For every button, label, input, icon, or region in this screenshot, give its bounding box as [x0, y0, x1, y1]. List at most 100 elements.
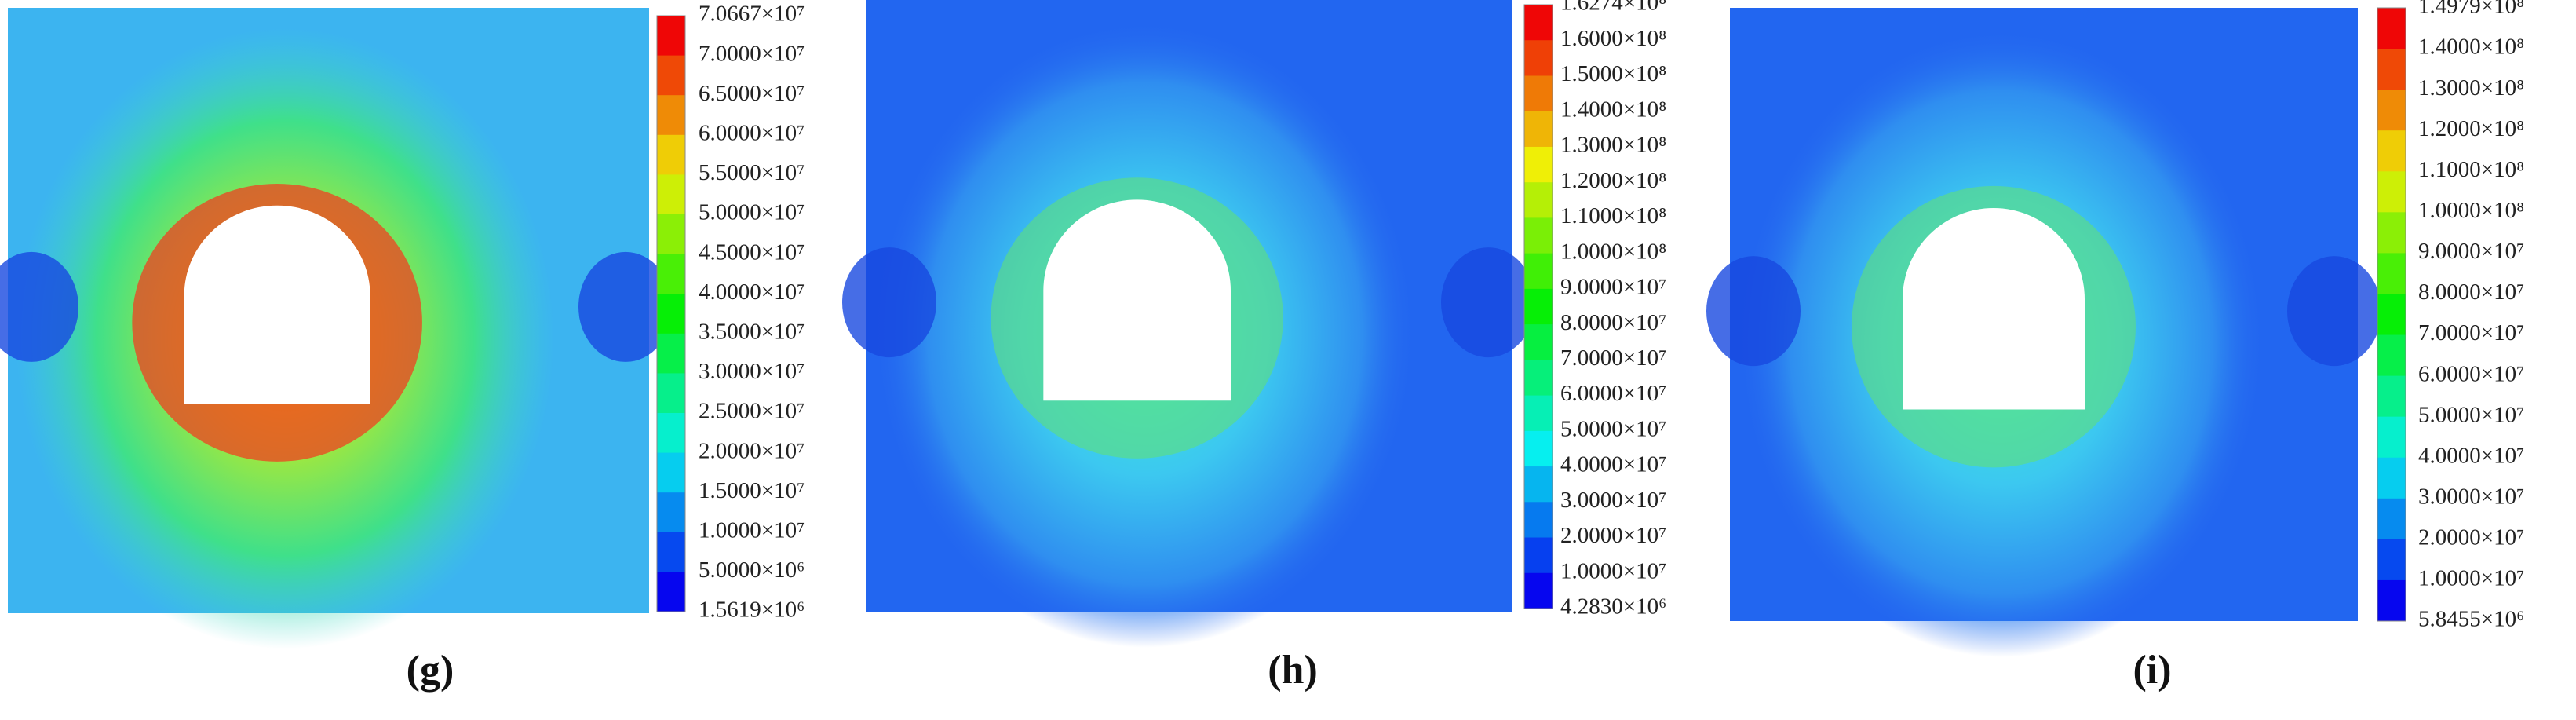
- colorbar-segment: [657, 134, 685, 175]
- tunnel-opening: [184, 205, 370, 405]
- panel-label: (i): [2133, 648, 2171, 693]
- colorbar-segment: [657, 294, 685, 334]
- colorbar-label: 6.0000×10⁷: [699, 120, 805, 145]
- colorbar-segment: [1524, 395, 1553, 432]
- colorbar-segment: [1524, 40, 1553, 76]
- colorbar-segment: [657, 214, 685, 255]
- colorbar-segment: [2377, 498, 2406, 540]
- colorbar-segment: [2377, 8, 2406, 49]
- colorbar-label: 1.4000×10⁸: [2418, 35, 2524, 60]
- colorbar-segment: [1524, 537, 1553, 574]
- colorbar-frame: [1523, 4, 1553, 609]
- colorbar-label: 7.0000×10⁷: [699, 41, 805, 66]
- side-zone: [578, 251, 673, 362]
- colorbar-label: 1.0000×10⁷: [2418, 566, 2524, 591]
- colorbar-label: 3.0000×10⁷: [2418, 484, 2524, 509]
- colorbar-label: 6.5000×10⁷: [699, 81, 805, 106]
- colorbar-label: 1.4979×10⁸: [2418, 0, 2524, 19]
- colorbar-label: 1.5000×10⁸: [1560, 61, 1666, 86]
- colorbar-label: 7.0667×10⁷: [699, 2, 805, 27]
- colorbar-label: 2.0000×10⁷: [699, 438, 805, 463]
- colorbar-segment: [1524, 572, 1553, 609]
- side-zone: [842, 247, 936, 358]
- colorbar-label: 1.6000×10⁸: [1560, 26, 1666, 51]
- colorbar-label: 1.0000×10⁷: [699, 517, 805, 543]
- colorbar-segment: [2377, 49, 2406, 90]
- colorbar-label: 3.0000×10⁷: [1560, 488, 1666, 513]
- colorbar-label: 4.5000×10⁷: [699, 239, 805, 265]
- colorbar-label: 5.0000×10⁷: [699, 200, 805, 225]
- colorbar-label: 1.5619×10⁶: [699, 598, 805, 623]
- colorbar-label: 1.2000×10⁸: [2418, 116, 2524, 141]
- colorbar-label: 8.0000×10⁷: [1560, 310, 1666, 335]
- colorbar-label: 1.5000×10⁷: [699, 478, 805, 503]
- colorbar-segment: [2377, 294, 2406, 336]
- colorbar-label: 5.0000×10⁷: [1560, 416, 1666, 441]
- colorbar-label: 2.0000×10⁷: [1560, 523, 1666, 548]
- colorbar-label: 7.0000×10⁷: [1560, 345, 1666, 371]
- colorbar-label: 3.5000×10⁷: [699, 319, 805, 344]
- colorbar-segment: [2377, 171, 2406, 213]
- panel-label: (g): [407, 648, 454, 693]
- colorbar-frame: [656, 15, 686, 612]
- colorbar-segment: [2377, 416, 2406, 459]
- colorbar-segment: [657, 492, 685, 533]
- colorbar-label: 9.0000×10⁷: [2418, 239, 2524, 264]
- colorbar-label: 1.3000×10⁸: [2418, 75, 2524, 101]
- colorbar-segment: [657, 16, 685, 57]
- colorbar-label: 4.0000×10⁷: [699, 280, 805, 305]
- colorbar-label: 1.6274×10⁸: [1560, 0, 1666, 16]
- colorbar-label: 1.4000×10⁸: [1560, 97, 1666, 122]
- colorbar-segment: [657, 572, 685, 612]
- side-zone: [1706, 256, 1801, 367]
- colorbar-segment: [657, 95, 685, 136]
- colorbar-segment: [1524, 466, 1553, 503]
- colorbar-segment: [1524, 253, 1553, 290]
- colorbar-segment: [657, 174, 685, 215]
- colorbar-label: 4.0000×10⁷: [2418, 443, 2524, 468]
- colorbar-segment: [1524, 111, 1553, 148]
- colorbar-segment: [1524, 75, 1553, 112]
- colorbar-label: 8.0000×10⁷: [2418, 280, 2524, 305]
- colorbar-label: 1.0000×10⁸: [1560, 239, 1666, 264]
- colorbar-segment: [657, 413, 685, 454]
- colorbar-segment: [1524, 324, 1553, 360]
- colorbar-label: 6.0000×10⁷: [2418, 361, 2524, 386]
- tunnel-opening: [1903, 208, 2085, 410]
- colorbar-segment: [1524, 360, 1553, 397]
- colorbar-label: 1.1000×10⁸: [1560, 203, 1666, 228]
- colorbar-label: 9.0000×10⁷: [1560, 275, 1666, 300]
- colorbar-label: 1.3000×10⁸: [1560, 133, 1666, 158]
- colorbar-segment: [2377, 90, 2406, 131]
- colorbar-segment: [657, 254, 685, 294]
- colorbar-label: 5.0000×10⁷: [2418, 402, 2524, 427]
- colorbar-segment: [1524, 288, 1553, 325]
- colorbar-label: 2.0000×10⁷: [2418, 525, 2524, 550]
- colorbar-segment: [657, 373, 685, 414]
- colorbar-segment: [2377, 334, 2406, 377]
- side-zone: [0, 251, 78, 362]
- colorbar-segment: [2377, 253, 2406, 294]
- colorbar-segment: [1524, 146, 1553, 183]
- colorbar-label: 4.0000×10⁷: [1560, 452, 1666, 477]
- colorbar-segment: [2377, 579, 2406, 622]
- contour-plot: [842, 0, 1535, 648]
- side-zone: [2287, 256, 2381, 367]
- contour-plot: [0, 8, 673, 649]
- colorbar-label: 1.0000×10⁸: [2418, 198, 2524, 223]
- colorbar-label: 7.0000×10⁷: [2418, 320, 2524, 345]
- colorbar-segment: [1524, 182, 1553, 218]
- side-zone: [1441, 247, 1535, 358]
- colorbar-segment: [2377, 212, 2406, 254]
- colorbar-label: 5.8455×10⁶: [2418, 607, 2524, 632]
- contour-plot: [1706, 8, 2381, 657]
- colorbar-segment: [2377, 457, 2406, 499]
- colorbar-segment: [2377, 375, 2406, 418]
- colorbar-label: 1.0000×10⁷: [1560, 558, 1666, 583]
- colorbar-segment: [657, 452, 685, 493]
- colorbar-segment: [2377, 539, 2406, 581]
- colorbar-segment: [657, 532, 685, 572]
- colorbar-label: 5.5000×10⁷: [699, 160, 805, 185]
- colorbar-label: 1.1000×10⁸: [2418, 157, 2524, 182]
